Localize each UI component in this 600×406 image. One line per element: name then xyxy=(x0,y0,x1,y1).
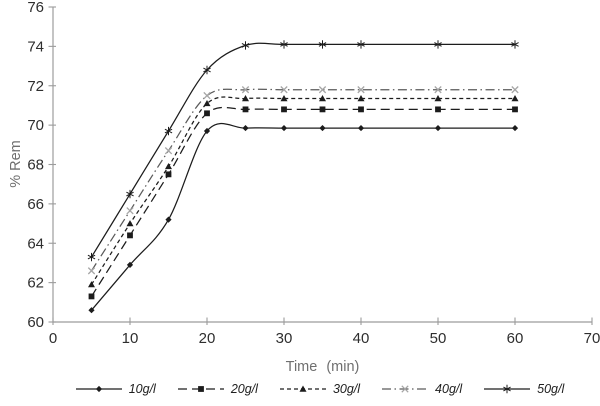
legend-item-40gl: 40g/l xyxy=(382,382,462,396)
x-cross-marker xyxy=(357,86,365,94)
y-tick-label: 62 xyxy=(27,275,44,292)
x-tick-label: 0 xyxy=(49,330,57,347)
diamond-marker xyxy=(242,124,249,132)
y-axis-title: % Rem xyxy=(8,140,24,188)
y-tick-label: 64 xyxy=(27,235,44,252)
triangle-marker xyxy=(511,95,519,102)
triangle-marker xyxy=(357,95,365,102)
legend-line-sample xyxy=(177,386,224,392)
y-tick-label: 76 xyxy=(27,0,44,16)
x-tick-label: 60 xyxy=(507,330,524,347)
diamond-marker xyxy=(511,124,519,132)
x-cross-marker xyxy=(280,86,288,94)
triangle-marker xyxy=(319,95,326,102)
axes-lines xyxy=(52,7,592,323)
y-tick-label: 70 xyxy=(27,117,44,134)
x-tick-label: 40 xyxy=(353,330,370,347)
square-marker xyxy=(127,232,133,239)
x-axis-title: Time (min) xyxy=(285,359,360,375)
square-marker xyxy=(197,386,204,392)
asterisk-marker xyxy=(241,41,250,50)
asterisk-marker xyxy=(434,40,442,49)
series-line-10gl xyxy=(91,122,515,311)
y-tick-label: 74 xyxy=(27,38,44,55)
x-cross-marker xyxy=(126,207,134,215)
square-marker xyxy=(281,106,287,113)
legend-line-sample xyxy=(382,385,429,393)
triangle-marker xyxy=(434,95,442,102)
legend-item-20gl: 20g/l xyxy=(177,382,258,396)
triangle-marker xyxy=(299,385,307,392)
asterisk-marker xyxy=(318,40,327,49)
diamond-marker xyxy=(126,261,134,269)
x-cross-marker xyxy=(511,86,519,94)
diamond-marker xyxy=(319,124,326,132)
x-cross-marker xyxy=(434,86,442,94)
legend-line-sample xyxy=(75,385,122,393)
square-marker xyxy=(435,106,441,113)
legend: 10g/l 20g/l 30g/l 40g/l 50g/l xyxy=(40,382,600,396)
x-cross-marker xyxy=(401,385,409,393)
diamond-marker xyxy=(165,216,172,223)
x-cross-marker xyxy=(87,267,96,275)
chart-plot-area: 60 62 64 66 68 70 72 74 76 0 10 20 30 40 50 60 70 xyxy=(27,0,600,347)
asterisk-marker xyxy=(511,40,519,49)
legend-line-sample xyxy=(279,385,326,392)
asterisk-marker xyxy=(87,252,96,262)
asterisk-marker xyxy=(203,65,211,75)
legend-label: 30g/l xyxy=(332,382,361,396)
legend-line-sample xyxy=(484,384,531,394)
asterisk-marker xyxy=(126,189,134,199)
square-marker xyxy=(358,106,364,113)
legend-label: 50g/l xyxy=(537,382,565,396)
series-line-30gl xyxy=(90,96,515,285)
y-tick-label: 72 xyxy=(27,78,44,95)
series-line-20gl xyxy=(90,106,515,297)
triangle-marker xyxy=(126,220,134,227)
x-cross-marker xyxy=(318,86,327,94)
legend-label: 40g/l xyxy=(435,382,463,396)
triangle-marker xyxy=(88,281,95,288)
diamond-marker xyxy=(95,385,102,393)
series-line-40gl xyxy=(90,88,515,272)
x-tick-label: 50 xyxy=(430,330,447,347)
legend-label: 10g/l xyxy=(128,382,156,396)
diamond-marker xyxy=(434,124,442,132)
triangle-marker xyxy=(280,95,288,102)
x-tick-label: 10 xyxy=(122,330,139,347)
legend-item-50gl: 50g/l xyxy=(484,382,564,396)
square-marker xyxy=(204,110,210,117)
triangle-marker xyxy=(165,162,172,170)
square-marker xyxy=(512,106,518,113)
diamond-marker xyxy=(88,307,95,314)
legend-item-10gl: 10g/l xyxy=(75,382,156,396)
x-tick-label: 70 xyxy=(584,330,600,347)
square-marker xyxy=(242,106,249,113)
square-marker xyxy=(165,171,172,178)
asterisk-marker xyxy=(164,126,173,136)
x-cross-marker xyxy=(203,91,211,100)
legend-label: 20g/l xyxy=(230,382,258,396)
legend-item-30gl: 30g/l xyxy=(279,382,361,396)
square-marker xyxy=(88,293,95,300)
diamond-marker xyxy=(203,127,211,135)
y-tick-label: 66 xyxy=(27,196,44,213)
x-cross-marker xyxy=(241,86,250,94)
asterisk-marker xyxy=(503,384,511,394)
x-tick-label: 30 xyxy=(276,330,293,347)
diamond-marker xyxy=(280,124,288,132)
square-marker xyxy=(319,106,326,113)
x-cross-marker xyxy=(164,147,173,155)
diamond-marker xyxy=(357,124,365,132)
x-tick-label: 20 xyxy=(199,330,216,347)
triangle-marker xyxy=(203,99,211,107)
triangle-marker xyxy=(242,95,249,102)
y-tick-label: 68 xyxy=(27,157,44,174)
y-tick-label: 60 xyxy=(27,314,44,331)
series-line-50gl xyxy=(90,42,515,258)
asterisk-marker xyxy=(357,40,365,49)
asterisk-marker xyxy=(280,40,288,49)
